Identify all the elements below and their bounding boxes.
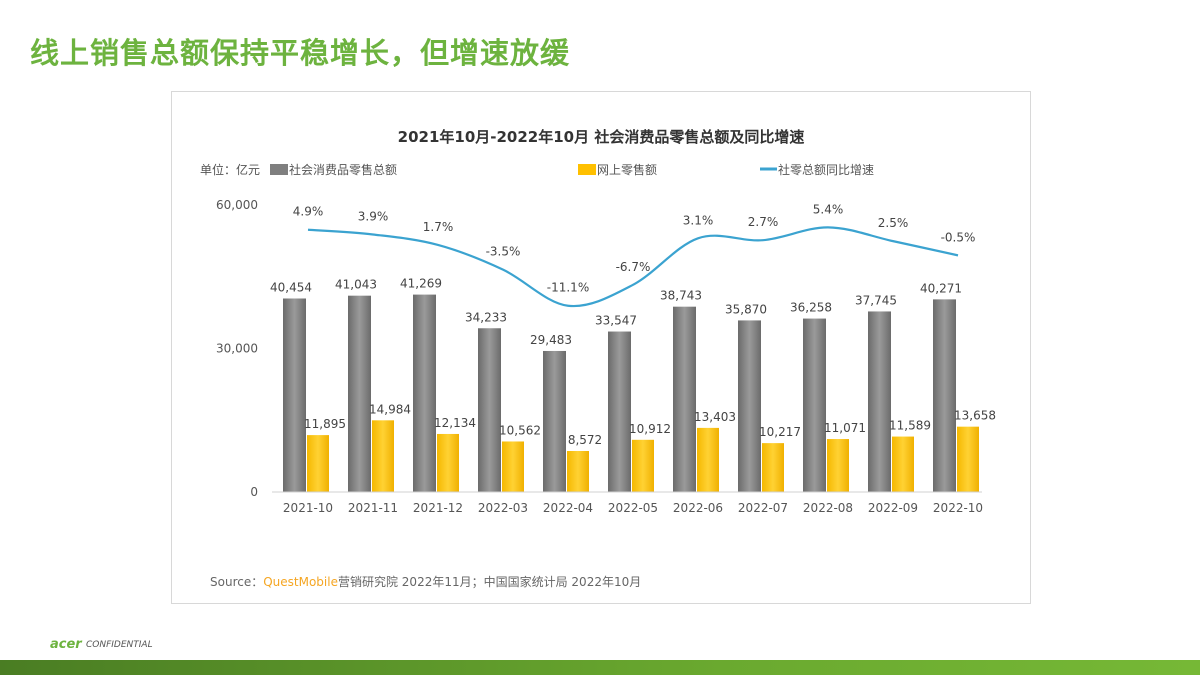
bar-online [307, 435, 329, 492]
x-tick-label: 2022-10 [933, 501, 983, 515]
x-tick-label: 2022-07 [738, 501, 788, 515]
bar-online [567, 450, 589, 492]
x-tick-label: 2021-10 [283, 501, 333, 515]
footer-bar [0, 660, 1200, 675]
bar-total [283, 298, 306, 492]
bar-total [478, 328, 501, 492]
bar-online-label: 14,984 [369, 402, 411, 416]
bar-online-label: 11,071 [824, 421, 866, 435]
bar-online-label: 10,217 [759, 425, 801, 439]
y-axis: 0 30,000 60,000 [216, 198, 258, 499]
growth-label: -11.1% [547, 281, 589, 295]
y-tick-label: 60,000 [216, 198, 258, 212]
growth-label: 3.1% [683, 213, 714, 227]
bar-total-label: 40,454 [270, 280, 312, 294]
growth-label: 4.9% [293, 205, 324, 219]
x-tick-label: 2022-03 [478, 501, 528, 515]
bar-total-label: 36,258 [790, 301, 832, 315]
bar-total-label: 33,547 [595, 314, 637, 328]
growth-label: -0.5% [941, 230, 976, 244]
chart-svg: 2021年10月-2022年10月 社会消费品零售总额及同比增速 单位：亿元 社… [200, 128, 996, 589]
bar-total [868, 311, 891, 492]
bar-total [933, 299, 956, 492]
bar-total-label: 34,233 [465, 310, 507, 324]
growth-label: 3.9% [358, 209, 389, 223]
bar-online-label: 10,912 [629, 422, 671, 436]
slide-title: 线上销售总额保持平稳增长，但增速放缓 [30, 36, 571, 70]
bar-online-label: 11,589 [889, 419, 931, 433]
bar-online [437, 433, 459, 492]
source-brand: QuestMobile [263, 575, 338, 589]
bar-online-label: 13,403 [694, 410, 736, 424]
confidential-label: CONFIDENTIAL [86, 640, 153, 650]
x-tick-label: 2022-08 [803, 501, 853, 515]
bar-online-label: 13,658 [954, 409, 996, 423]
bar-total [673, 306, 696, 492]
bar-online [957, 426, 979, 492]
bar-online [697, 427, 719, 492]
bar-total-label: 40,271 [920, 281, 962, 295]
x-tick-label: 2022-06 [673, 501, 723, 515]
x-tick-label: 2021-11 [348, 501, 398, 515]
chart-title: 2021年10月-2022年10月 社会消费品零售总额及同比增速 [398, 128, 805, 146]
bars: 40,454 41,043 41,269 34,233 29,483 33,547 38,7… [270, 277, 996, 492]
bar-online [892, 436, 914, 492]
growth-label: 2.7% [748, 215, 779, 229]
legend-label-online: 网上零售额 [597, 162, 657, 177]
bar-online [372, 420, 394, 492]
x-axis: 2021-10 2021-11 2021-12 2022-03 2022-04 2022-… [272, 491, 983, 515]
bar-total [543, 350, 566, 492]
growth-label: -3.5% [486, 245, 521, 259]
source-text: Source：QuestMobile营销研究院 2022年11月；中国国家统计局… [210, 574, 641, 589]
bar-online [502, 441, 524, 492]
bar-total-label: 41,043 [335, 278, 377, 292]
legend: 社会消费品零售总额 网上零售额 社零总额同比增速 [270, 162, 874, 177]
bar-online [632, 439, 654, 492]
growth-line: 4.9% 3.9% 1.7% -3.5% -11.1% -6.7% 3.1% 2.7% 5.4%… [293, 202, 976, 308]
bar-total-label: 37,745 [855, 293, 897, 307]
bar-online [762, 443, 784, 492]
bar-total [803, 318, 826, 492]
x-tick-label: 2022-04 [543, 501, 593, 515]
x-tick-label: 2022-09 [868, 501, 918, 515]
bar-total [348, 295, 371, 492]
legend-label-total: 社会消费品零售总额 [289, 162, 397, 177]
bar-online-label: 8,572 [568, 433, 602, 447]
bar-online [827, 439, 849, 492]
bar-online-label: 10,562 [499, 423, 541, 437]
source-prefix: Source： [210, 575, 263, 589]
x-tick-label: 2022-05 [608, 501, 658, 515]
bar-total-label: 38,743 [660, 289, 702, 303]
unit-label: 单位：亿元 [200, 162, 260, 177]
source-rest: 营销研究院 2022年11月；中国国家统计局 2022年10月 [338, 574, 641, 589]
bar-total-label: 35,870 [725, 302, 767, 316]
chart-container: 2021年10月-2022年10月 社会消费品零售总额及同比增速 单位：亿元 社… [171, 91, 1031, 604]
growth-label: -6.7% [616, 260, 651, 274]
legend-swatch-total [270, 164, 288, 175]
legend-label-growth: 社零总额同比增速 [778, 162, 874, 177]
y-tick-label: 30,000 [216, 342, 258, 356]
x-tick-label: 2021-12 [413, 501, 463, 515]
bar-total [608, 331, 631, 492]
bar-online-label: 11,895 [304, 417, 346, 431]
bar-total [738, 320, 761, 492]
acer-logo: acer [50, 637, 82, 652]
y-tick-label: 0 [250, 485, 258, 499]
legend-swatch-online [578, 164, 596, 175]
growth-label: 5.4% [813, 202, 844, 216]
bar-total [413, 294, 436, 492]
bar-total-label: 29,483 [530, 333, 572, 347]
growth-label: 1.7% [423, 220, 454, 234]
bar-online-label: 12,134 [434, 416, 476, 430]
bar-total-label: 41,269 [400, 277, 442, 291]
growth-label: 2.5% [878, 216, 909, 230]
